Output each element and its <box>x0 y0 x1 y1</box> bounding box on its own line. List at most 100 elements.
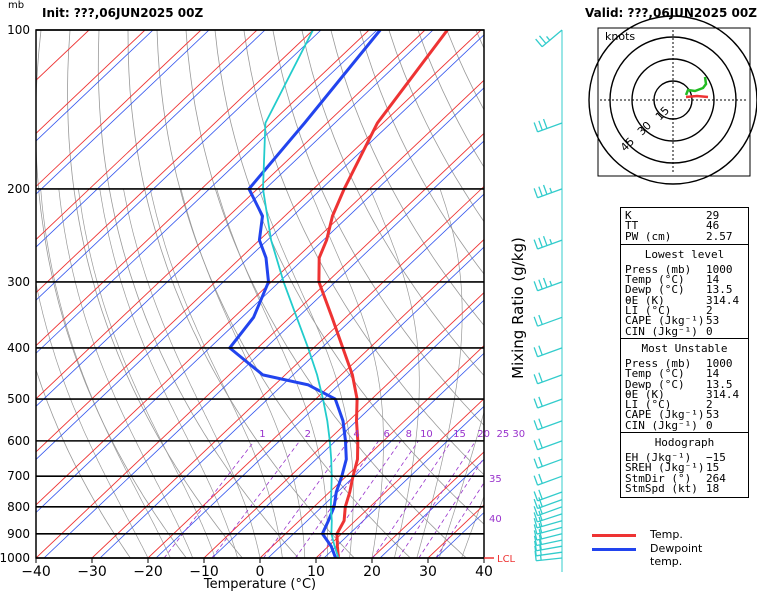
index-key: θE (K) <box>625 387 665 401</box>
wind-barb <box>533 489 563 502</box>
mixing-ratio-line <box>211 440 301 558</box>
mixing-ratio-value-label: 6 <box>383 429 389 440</box>
index-value: −15 <box>706 451 726 465</box>
isotherm <box>36 30 370 347</box>
dry-adiabat <box>156 30 411 558</box>
index-key: Temp (°C) <box>625 367 685 381</box>
wind-barb <box>533 372 563 385</box>
index-value: 29 <box>706 209 720 222</box>
mixing-ratio-line <box>337 440 419 558</box>
wind-barb <box>533 314 563 327</box>
mixing-ratio-line <box>372 440 452 558</box>
index-row: EH (Jkg⁻¹) −15 <box>621 451 748 465</box>
hodograph-title: knots <box>605 30 635 43</box>
wind-barb <box>535 29 563 48</box>
init-time-label: Init: ???,06JUN2025 00Z <box>42 6 204 20</box>
index-row: θE (K) 314.4 <box>621 387 748 401</box>
pressure-tick-label: 1000 <box>0 551 30 565</box>
skewt-diagram <box>35 29 485 559</box>
index-key: CAPE (Jkg⁻¹) <box>625 314 705 328</box>
pressure-tick-label: 500 <box>7 392 30 406</box>
index-key: EH (Jkg⁻¹) <box>625 451 692 465</box>
index-row: Temp (°C) 14 <box>621 367 748 381</box>
mixing-ratio-line <box>435 482 484 558</box>
dry-adiabat <box>243 30 484 476</box>
wind-barb <box>533 456 563 469</box>
dry-adiabat <box>359 30 484 275</box>
isotherm <box>36 30 202 188</box>
dry-adiabat <box>330 30 484 326</box>
index-key: Dewp (°C) <box>625 283 685 297</box>
x-tick-label: 40 <box>475 564 493 580</box>
blue-guide <box>36 30 434 407</box>
wind-barb <box>533 235 563 250</box>
x-tick-label: −30 <box>77 564 107 580</box>
isotherm <box>259 345 484 558</box>
index-key: Dewp (°C) <box>625 377 685 391</box>
index-row: Dewp (°C) 13.5 <box>621 377 748 391</box>
isotherm <box>36 79 484 506</box>
mixing-ratio-value-label: 15 <box>453 429 466 440</box>
dry-adiabat <box>214 30 484 525</box>
index-value: 53 <box>706 314 720 328</box>
pressure-tick-label: 600 <box>7 434 30 448</box>
wind-barb <box>533 497 563 510</box>
wind-barb <box>533 418 563 431</box>
x-tick-label: 20 <box>363 564 381 580</box>
side-isotherm-label: 40 <box>489 514 502 525</box>
index-value: 314.4 <box>706 387 740 401</box>
mixing-ratio-line <box>295 440 379 558</box>
index-key: StmDir (°) <box>625 471 692 485</box>
index-key: PW (cm) <box>625 229 672 243</box>
index-key: K <box>625 209 632 222</box>
index-key: LI (°C) <box>625 304 672 318</box>
legend-label: Dewpoint temp. <box>650 542 703 568</box>
wind-barb <box>533 118 563 133</box>
x-tick-label: −20 <box>133 564 163 580</box>
profile-line-2 <box>262 30 340 558</box>
index-row: Press (mb) 1000 <box>621 358 748 369</box>
dry-adiabat <box>272 30 484 426</box>
mixing-ratio-value-label: 20 <box>477 429 490 440</box>
index-row: StmDir (°) 264 <box>621 471 748 485</box>
moist-adiabat <box>461 495 484 558</box>
index-key: Press (mb) <box>625 262 692 276</box>
index-key: LI (°C) <box>625 398 672 412</box>
index-row: CAPE (Jkg⁻¹) 53 <box>621 408 748 422</box>
index-key: θE (K) <box>625 293 665 307</box>
index-value: 53 <box>706 408 720 422</box>
mixing-ratio-line <box>418 456 484 558</box>
index-value: 1000 <box>706 262 733 276</box>
x-tick-label: 10 <box>307 564 325 580</box>
x-tick-label: −40 <box>21 564 51 580</box>
index-value: 18 <box>706 481 720 495</box>
hodograph-trace-low <box>685 94 709 99</box>
legend-label: Temp. <box>650 528 683 541</box>
legend-swatch <box>592 548 636 551</box>
x-tick-label: 30 <box>419 564 437 580</box>
index-row: K 29 <box>621 209 748 222</box>
mixing-ratio-axis-label: Mixing Ratio (g/kg) <box>509 237 527 379</box>
dry-adiabat <box>127 30 355 558</box>
index-row: θE (K) 314.4 <box>621 293 748 307</box>
dry-adiabat <box>67 30 243 558</box>
dry-adiabat <box>301 30 484 377</box>
index-row: LI (°C) 2 <box>621 304 748 318</box>
wind-barb <box>533 516 563 529</box>
blue-guide <box>36 87 484 514</box>
wind-barb <box>533 277 563 292</box>
blue-guide <box>323 405 484 558</box>
wind-barb <box>533 184 563 199</box>
isotherm <box>91 185 484 558</box>
blue-guide <box>99 193 484 558</box>
blue-guide <box>267 352 484 558</box>
isotherm <box>36 30 482 453</box>
blue-guide <box>36 30 154 142</box>
most-unstable-title: Most Unstable <box>641 341 728 355</box>
mixing-ratio-line <box>263 440 349 558</box>
dry-adiabat <box>97 30 299 558</box>
index-value: 264 <box>706 471 726 485</box>
index-value: 13.5 <box>706 377 733 391</box>
